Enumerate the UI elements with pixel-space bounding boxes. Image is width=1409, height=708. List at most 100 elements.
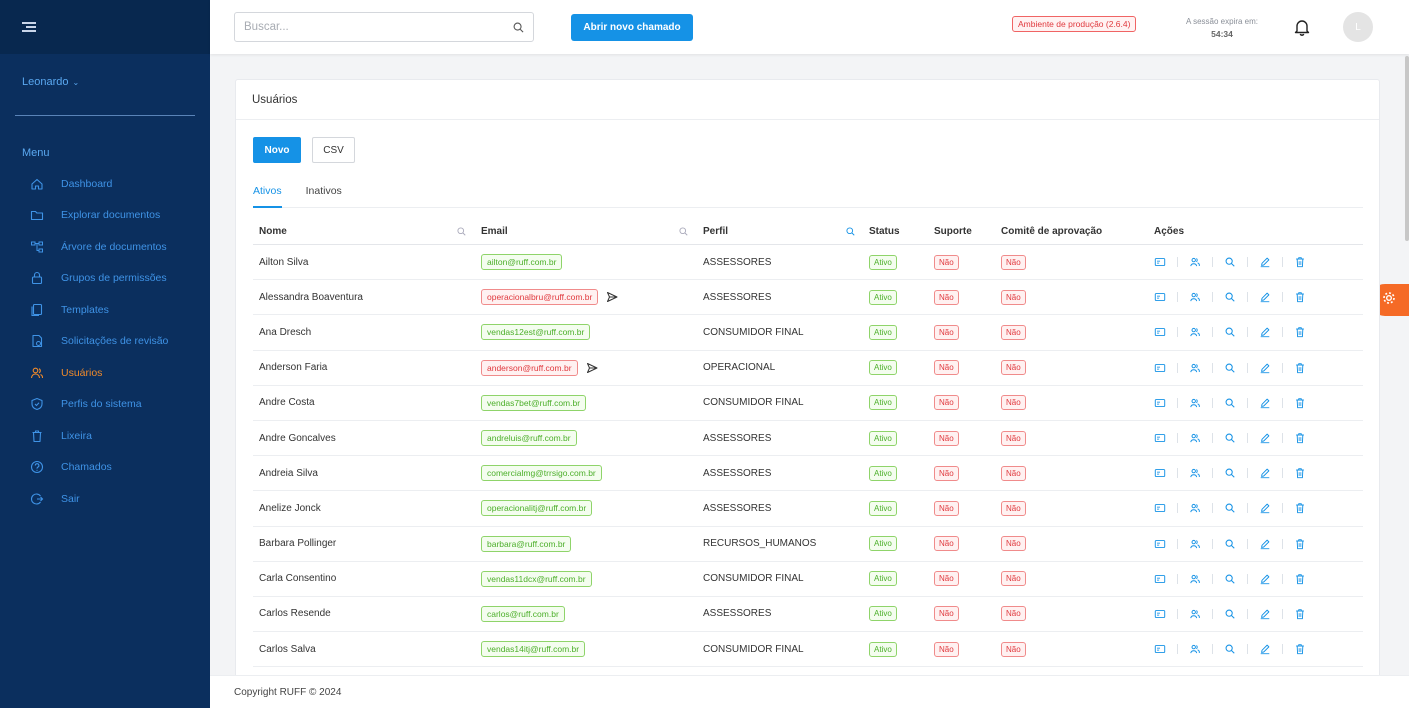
sidebar-item-templates[interactable]: Templates: [0, 294, 210, 326]
search-icon[interactable]: [457, 226, 467, 237]
cell-suporte: Não: [929, 324, 996, 340]
id-card-icon[interactable]: [1154, 538, 1166, 550]
delete-icon[interactable]: [1294, 362, 1306, 374]
sidebar-item-label: Explorar documentos: [61, 209, 161, 222]
delete-icon[interactable]: [1294, 502, 1306, 514]
search-icon[interactable]: [679, 226, 689, 237]
id-card-icon[interactable]: [1154, 608, 1166, 620]
magnifier-icon[interactable]: [1224, 608, 1236, 620]
magnifier-icon[interactable]: [1224, 467, 1236, 479]
delete-icon[interactable]: [1294, 608, 1306, 620]
delete-icon[interactable]: [1294, 432, 1306, 444]
user-group-icon[interactable]: [1189, 467, 1201, 479]
sidebar-item-dashboard[interactable]: Dashboard: [0, 168, 210, 200]
copyright-text: Copyright RUFF © 2024: [234, 686, 342, 698]
id-card-icon[interactable]: [1154, 432, 1166, 444]
magnifier-icon[interactable]: [1224, 502, 1236, 514]
suporte-badge: Não: [934, 289, 959, 305]
user-group-icon[interactable]: [1189, 256, 1201, 268]
delete-icon[interactable]: [1294, 326, 1306, 338]
magnifier-icon[interactable]: [1224, 573, 1236, 585]
page-scrollbar[interactable]: [1405, 56, 1409, 241]
delete-icon[interactable]: [1294, 397, 1306, 409]
sidebar-item-arvore-de-documentos[interactable]: Árvore de documentos: [0, 231, 210, 263]
edit-icon[interactable]: [1259, 362, 1271, 374]
action-separator: [1247, 292, 1248, 303]
cell-acoes: [1149, 608, 1359, 620]
new-ticket-button[interactable]: Abrir novo chamado: [571, 14, 693, 41]
tab-ativos[interactable]: Ativos: [253, 180, 282, 208]
search-input[interactable]: [235, 13, 503, 41]
edit-icon[interactable]: [1259, 326, 1271, 338]
edit-icon[interactable]: [1259, 538, 1271, 550]
edit-icon[interactable]: [1259, 256, 1271, 268]
delete-icon[interactable]: [1294, 291, 1306, 303]
menu-toggle-icon[interactable]: [22, 22, 36, 32]
id-card-icon[interactable]: [1154, 467, 1166, 479]
magnifier-icon[interactable]: [1224, 643, 1236, 655]
table-row: Andreia Silva comercialmg@trrsigo.com.br A…: [253, 456, 1363, 492]
edit-icon[interactable]: [1259, 573, 1271, 585]
user-group-icon[interactable]: [1189, 502, 1201, 514]
id-card-icon[interactable]: [1154, 397, 1166, 409]
sidebar-item-grupos-de-permissoes[interactable]: Grupos de permissões: [0, 263, 210, 295]
id-card-icon[interactable]: [1154, 502, 1166, 514]
sidebar-item-explorar-documentos[interactable]: Explorar documentos: [0, 200, 210, 232]
user-group-icon[interactable]: [1189, 643, 1201, 655]
magnifier-icon[interactable]: [1224, 362, 1236, 374]
magnifier-icon[interactable]: [1224, 256, 1236, 268]
edit-icon[interactable]: [1259, 432, 1271, 444]
delete-icon[interactable]: [1294, 538, 1306, 550]
sidebar: Leonardo ⌄ Menu Dashboard Explorar docume…: [0, 0, 210, 708]
new-user-button[interactable]: Novo: [253, 137, 301, 163]
magnifier-icon[interactable]: [1224, 397, 1236, 409]
csv-export-button[interactable]: CSV: [312, 137, 355, 163]
id-card-icon[interactable]: [1154, 362, 1166, 374]
action-separator: [1177, 608, 1178, 619]
magnifier-icon[interactable]: [1224, 538, 1236, 550]
action-separator: [1177, 644, 1178, 655]
column-header-email: Email: [475, 226, 697, 237]
sidebar-item-chamados[interactable]: Chamados: [0, 452, 210, 484]
edit-icon[interactable]: [1259, 608, 1271, 620]
edit-icon[interactable]: [1259, 643, 1271, 655]
search-icon[interactable]: [503, 22, 533, 33]
edit-icon[interactable]: [1259, 397, 1271, 409]
send-icon[interactable]: [586, 362, 598, 374]
sidebar-item-perfis-do-sistema[interactable]: Perfis do sistema: [0, 389, 210, 421]
sidebar-item-lixeira[interactable]: Lixeira: [0, 420, 210, 452]
search-icon[interactable]: [846, 226, 856, 237]
avatar[interactable]: L: [1343, 12, 1373, 42]
magnifier-icon[interactable]: [1224, 432, 1236, 444]
id-card-icon[interactable]: [1154, 326, 1166, 338]
edit-icon[interactable]: [1259, 502, 1271, 514]
sidebar-item-usuarios[interactable]: Usuários: [0, 357, 210, 389]
delete-icon[interactable]: [1294, 467, 1306, 479]
magnifier-icon[interactable]: [1224, 291, 1236, 303]
status-badge: Ativo: [869, 536, 897, 552]
user-group-icon[interactable]: [1189, 362, 1201, 374]
bell-icon[interactable]: [1292, 17, 1312, 37]
tab-inativos[interactable]: Inativos: [305, 185, 342, 197]
user-menu[interactable]: Leonardo ⌄: [22, 76, 79, 88]
delete-icon[interactable]: [1294, 256, 1306, 268]
delete-icon[interactable]: [1294, 643, 1306, 655]
user-group-icon[interactable]: [1189, 608, 1201, 620]
user-group-icon[interactable]: [1189, 326, 1201, 338]
user-group-icon[interactable]: [1189, 291, 1201, 303]
sidebar-item-solicitacoes-de-revisao[interactable]: Solicitações de revisão: [0, 326, 210, 358]
user-group-icon[interactable]: [1189, 538, 1201, 550]
user-group-icon[interactable]: [1189, 573, 1201, 585]
user-group-icon[interactable]: [1189, 432, 1201, 444]
id-card-icon[interactable]: [1154, 573, 1166, 585]
send-icon[interactable]: [606, 291, 618, 303]
id-card-icon[interactable]: [1154, 291, 1166, 303]
edit-icon[interactable]: [1259, 467, 1271, 479]
sidebar-item-sair[interactable]: Sair: [0, 483, 210, 515]
magnifier-icon[interactable]: [1224, 326, 1236, 338]
id-card-icon[interactable]: [1154, 256, 1166, 268]
id-card-icon[interactable]: [1154, 643, 1166, 655]
user-group-icon[interactable]: [1189, 397, 1201, 409]
delete-icon[interactable]: [1294, 573, 1306, 585]
edit-icon[interactable]: [1259, 291, 1271, 303]
